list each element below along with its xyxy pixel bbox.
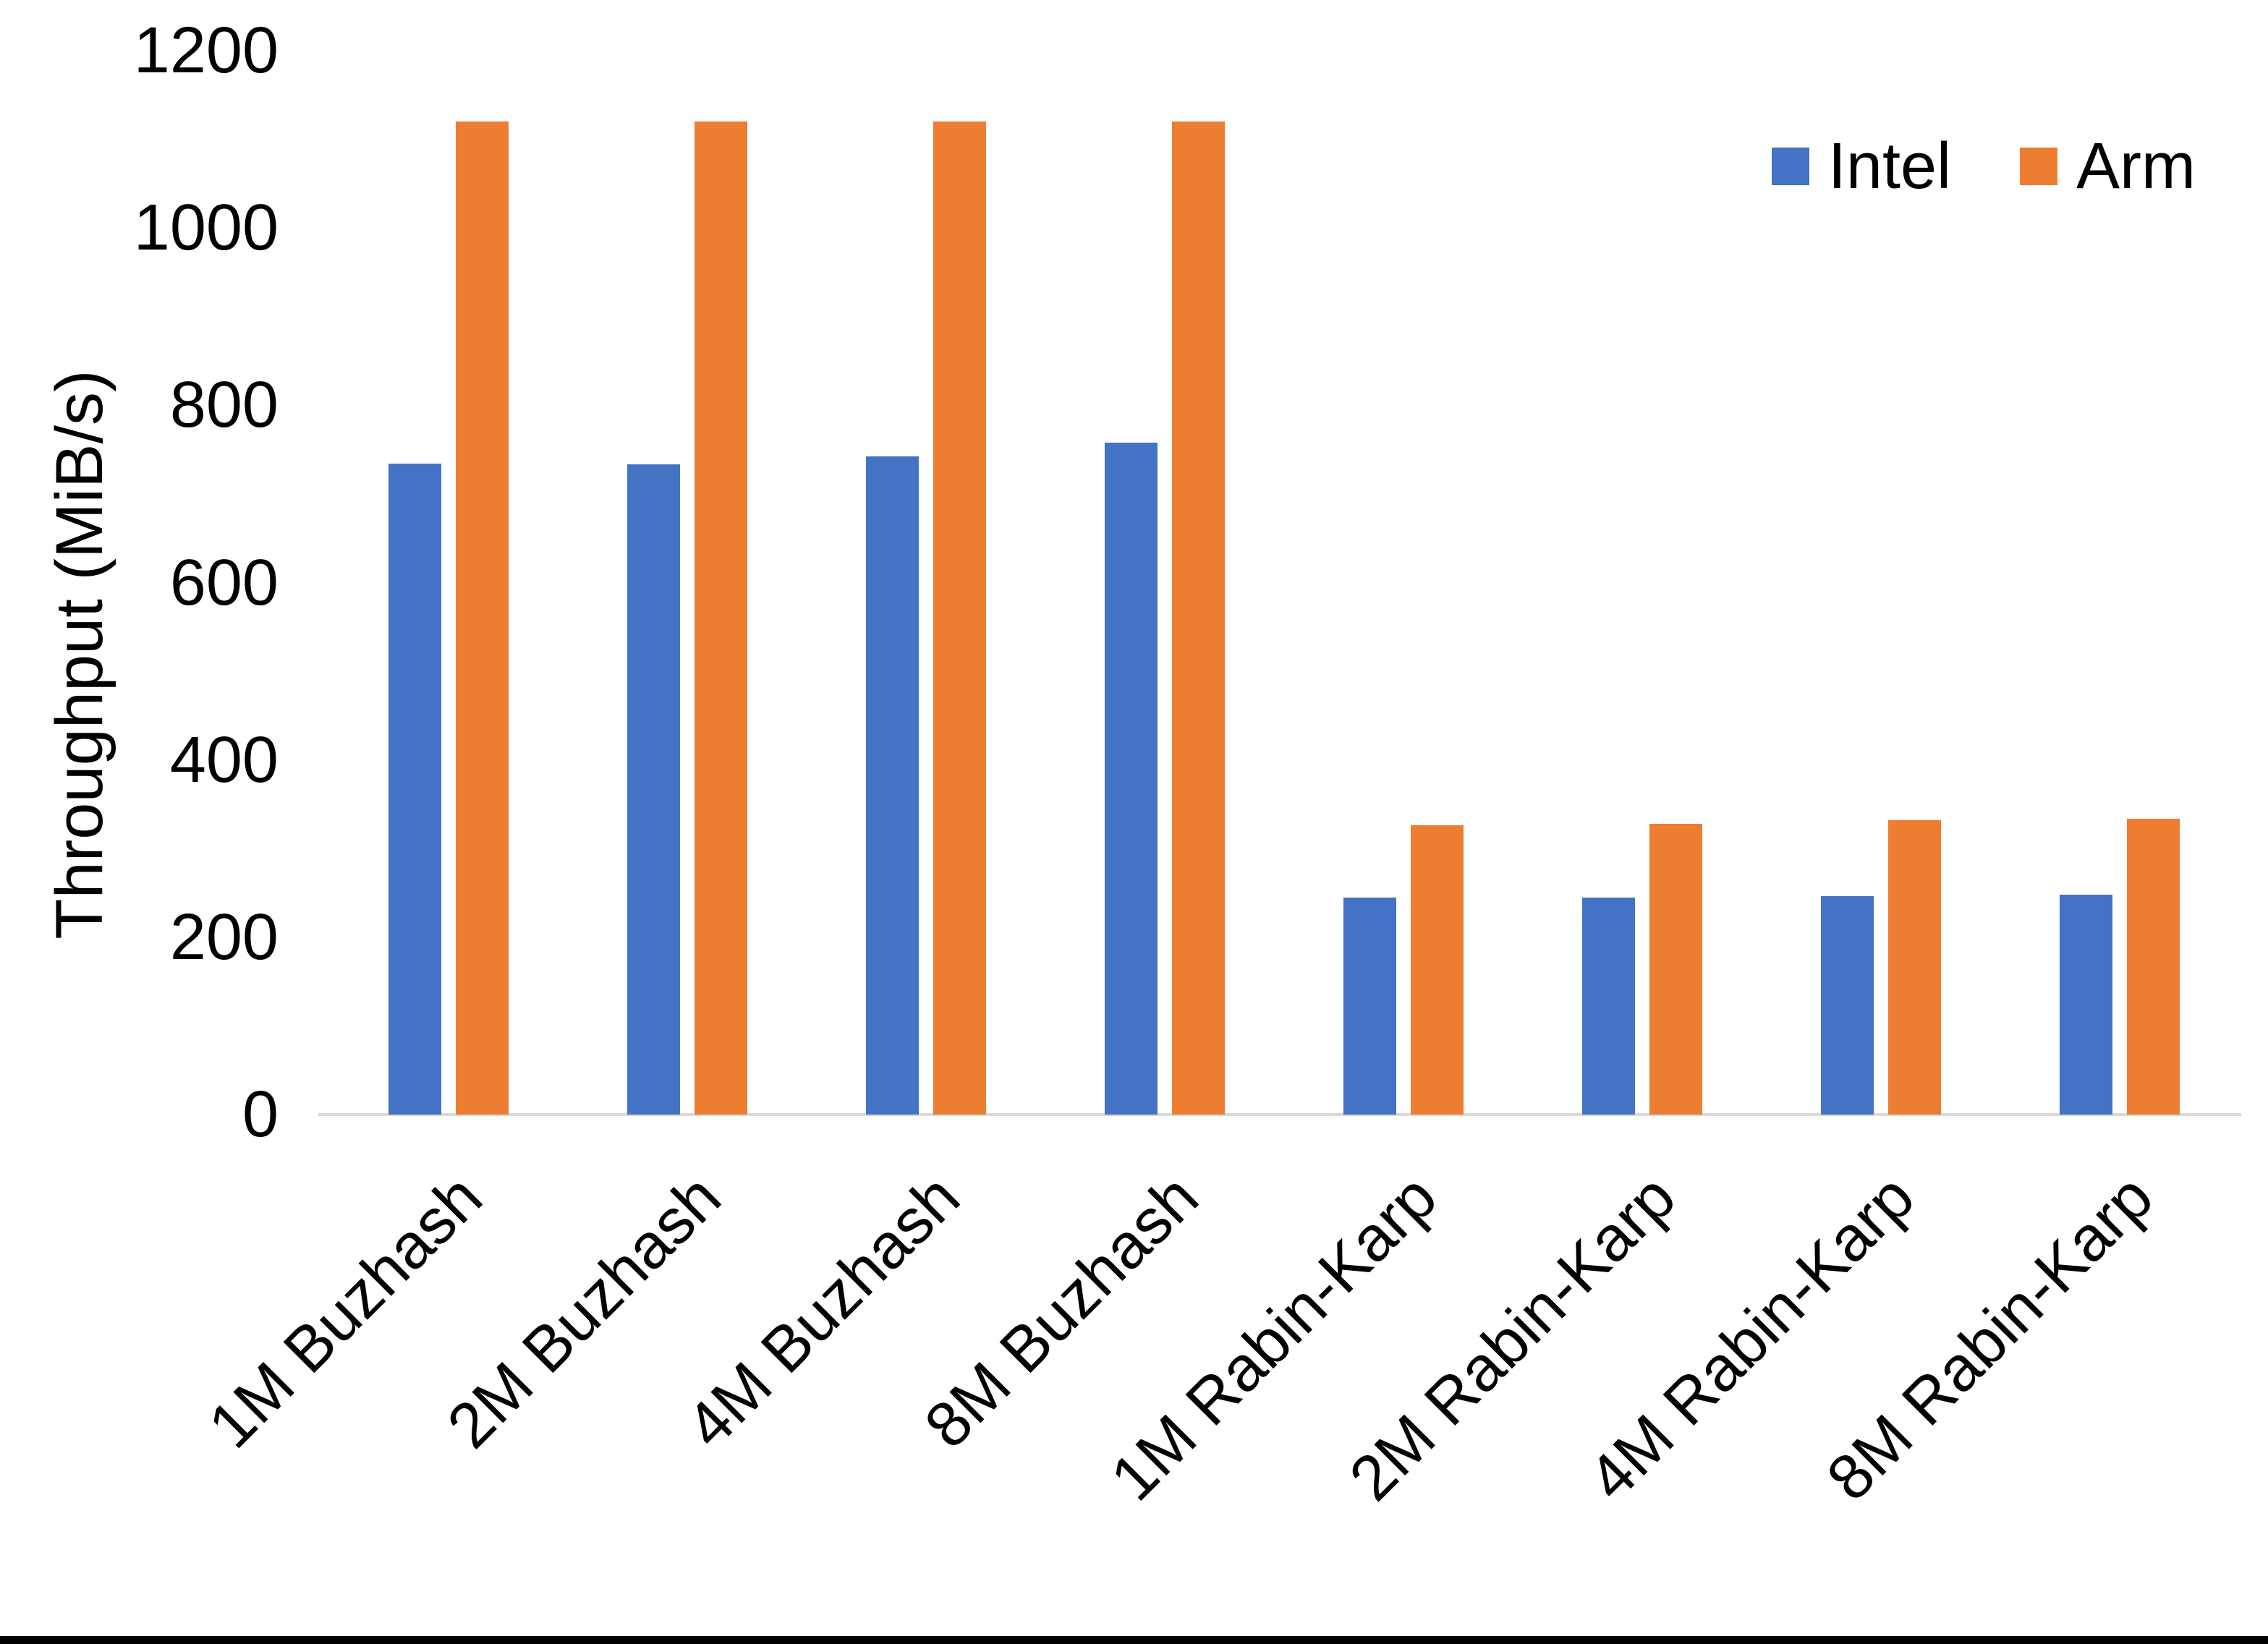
bar-intel-4m-rabin-karp <box>1821 896 1874 1115</box>
bar-intel-8m-rabin-karp <box>2060 894 2112 1115</box>
legend-label-intel: Intel <box>1827 130 1952 203</box>
bar-intel-2m-rabin-karp <box>1582 897 1635 1115</box>
y-tick-label-200: 200 <box>169 900 279 974</box>
y-tick-label-1200: 1200 <box>133 14 279 87</box>
bar-intel-1m-rabin-karp <box>1343 897 1396 1115</box>
bar-arm-8m-buzhash <box>1172 122 1225 1115</box>
legend-item-intel: Intel <box>1771 130 1952 203</box>
arm-series-swatch <box>2020 148 2058 185</box>
bar-arm-1m-rabin-karp <box>1411 825 1464 1115</box>
legend-label-arm: Arm <box>2076 130 2196 203</box>
legend: Intel Arm <box>1771 130 2196 203</box>
bar-intel-8m-buzhash <box>1105 442 1158 1115</box>
x-axis-line <box>318 1113 2241 1116</box>
y-tick-label-400: 400 <box>169 723 279 796</box>
y-tick-label-800: 800 <box>169 369 279 442</box>
legend-item-arm: Arm <box>2020 130 2196 203</box>
bottom-black-border <box>0 1636 2268 1644</box>
bar-arm-8m-rabin-karp <box>2127 818 2180 1115</box>
y-tick-label-0: 0 <box>242 1078 279 1151</box>
intel-series-swatch <box>1771 148 1809 185</box>
bar-arm-4m-buzhash <box>933 122 986 1115</box>
bar-arm-2m-buzhash <box>695 122 747 1115</box>
bar-intel-2m-buzhash <box>627 464 680 1115</box>
bar-arm-2m-rabin-karp <box>1649 823 1702 1115</box>
y-tick-label-1000: 1000 <box>133 192 279 265</box>
bar-arm-1m-buzhash <box>456 122 509 1115</box>
bar-intel-4m-buzhash <box>866 456 919 1115</box>
bar-arm-4m-rabin-karp <box>1888 820 1941 1115</box>
y-tick-label-600: 600 <box>169 546 279 619</box>
bar-intel-1m-buzhash <box>388 464 441 1115</box>
